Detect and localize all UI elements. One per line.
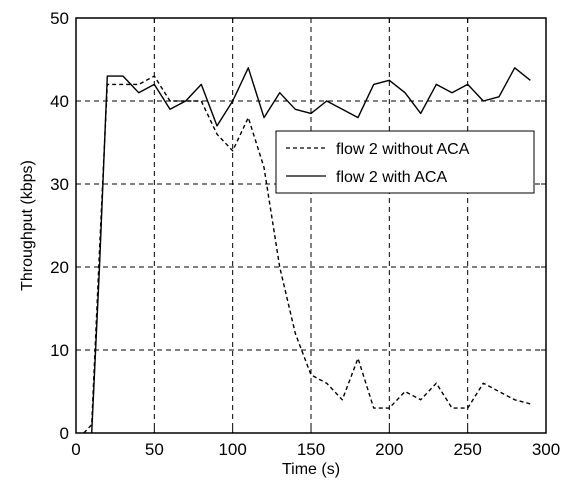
x-tick-label: 0 (71, 440, 80, 459)
x-tick-label: 100 (218, 440, 246, 459)
legend: flow 2 without ACA flow 2 with ACA (275, 130, 535, 194)
y-tick-label: 10 (50, 341, 69, 360)
x-tick-label: 50 (145, 440, 164, 459)
tick-marks (75, 17, 547, 434)
y-tick-label: 0 (60, 424, 69, 443)
y-tick-label: 30 (50, 175, 69, 194)
legend-box (275, 130, 535, 194)
y-tick-label: 20 (50, 258, 69, 277)
x-tick-label: 200 (375, 440, 403, 459)
series-line-with-aca (91, 67, 531, 434)
series-line-without-aca (83, 75, 531, 434)
x-tick-label: 150 (297, 440, 325, 459)
legend-label-without-aca: flow 2 without ACA (336, 141, 470, 158)
series-lines (83, 67, 531, 434)
tick-labels: 0 50 100 150 200 250 300 0 10 20 30 40 50 (50, 9, 560, 459)
x-tick-label: 250 (453, 440, 481, 459)
y-tick-label: 50 (50, 9, 69, 28)
legend-label-with-aca: flow 2 with ACA (336, 169, 447, 186)
x-axis-label: Time (s) (282, 461, 340, 478)
y-axis-label: Throughput (kbps) (19, 160, 36, 291)
y-tick-label: 40 (50, 92, 69, 111)
x-tick-label: 300 (532, 440, 560, 459)
